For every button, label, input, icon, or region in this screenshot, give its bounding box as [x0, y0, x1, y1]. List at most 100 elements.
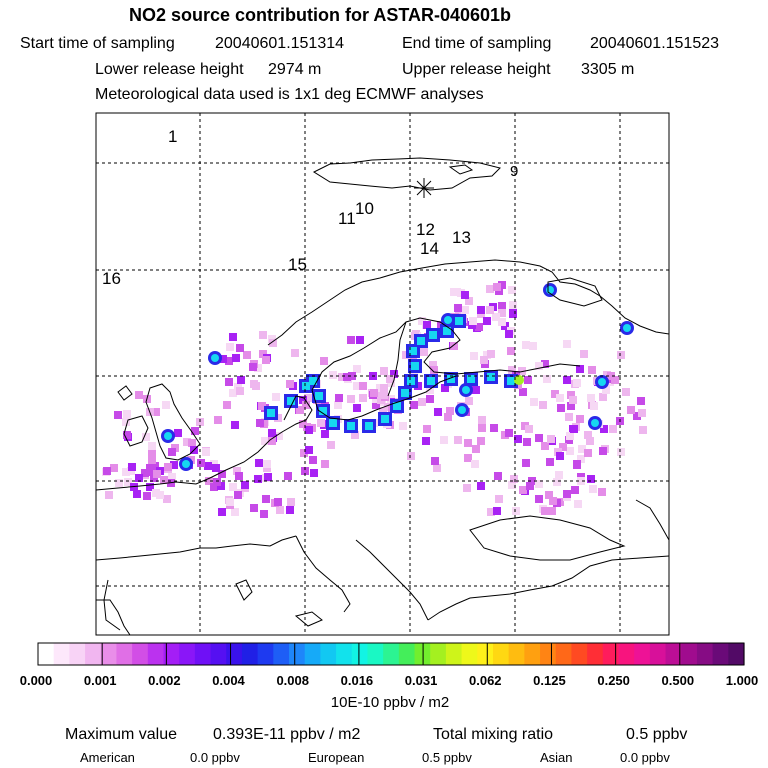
contribution-cell — [590, 402, 598, 410]
contribution-cell — [548, 507, 556, 515]
colorbar-swatch — [602, 643, 620, 665]
contribution-cell — [315, 392, 323, 400]
contribution-cell — [135, 474, 143, 482]
contribution-cell — [433, 464, 441, 472]
contribution-cell — [141, 469, 149, 477]
colorbar-swatch — [367, 643, 384, 665]
contribution-cell — [498, 309, 506, 317]
contribution-cell — [469, 317, 477, 325]
contribution-cell — [519, 388, 527, 396]
contribution-cell — [128, 463, 136, 471]
colorbar-tick-label: 0.031 — [404, 673, 438, 688]
contribution-cell — [370, 389, 378, 397]
contribution-cell — [343, 373, 351, 381]
contribution-cell — [617, 351, 625, 359]
contribution-cell — [218, 508, 226, 516]
contribution-cell — [286, 506, 294, 514]
colorbar-tick-label: 0.000 — [19, 673, 53, 688]
contribution-cell — [319, 407, 327, 415]
colorbar-swatch — [445, 643, 463, 665]
contribution-cell — [310, 469, 318, 477]
contribution-cell — [114, 411, 122, 419]
contribution-cell — [567, 402, 575, 410]
contribution-cell — [299, 396, 307, 404]
contribution-cell — [495, 495, 503, 503]
contribution-cell — [528, 477, 536, 485]
colorbar-unit: 10E-10 ppbv / m2 — [330, 694, 450, 711]
contribution-cell — [627, 406, 635, 414]
contribution-cell — [611, 376, 619, 384]
contribution-cell — [359, 382, 367, 390]
contribution-cell — [386, 375, 394, 383]
contribution-cell — [446, 407, 454, 415]
contribution-cell — [478, 424, 486, 432]
colorbar-swatch — [116, 643, 133, 665]
contribution-cell — [160, 476, 168, 484]
contribution-cell — [249, 363, 257, 371]
contribution-cell — [576, 415, 584, 423]
contribution-cell — [390, 370, 398, 378]
contribution-cell — [525, 425, 533, 433]
contribution-cell — [223, 401, 231, 409]
contribution-cell — [509, 301, 517, 309]
total-mixing-ratio-label: Total mixing ratio — [433, 726, 554, 743]
contribution-cell — [441, 384, 449, 392]
contribution-cell — [229, 483, 237, 491]
contribution-cell — [444, 413, 452, 421]
contribution-cell — [236, 344, 244, 352]
american-label: American — [80, 750, 135, 765]
contribution-cell — [487, 350, 495, 358]
contribution-cell — [305, 426, 313, 434]
contribution-cell — [519, 486, 527, 494]
contribution-cell — [417, 337, 425, 345]
contribution-cell — [188, 439, 196, 447]
contribution-cell — [577, 477, 585, 485]
coastlines — [96, 157, 669, 635]
colorbar-swatch — [179, 643, 196, 665]
map-frame — [95, 112, 670, 636]
contribution-cell — [122, 418, 130, 426]
contribution-spot — [182, 460, 190, 468]
colorbar-swatch — [571, 643, 588, 665]
contribution-cell — [510, 475, 518, 483]
contribution-cell — [512, 507, 520, 515]
asian-value: 0.0 ppbv — [620, 750, 670, 765]
trajectory-label: 13 — [452, 228, 471, 247]
colorbar-swatch — [53, 643, 70, 665]
contribution-cell — [255, 459, 263, 467]
contribution-cell — [348, 372, 356, 380]
contribution-cell — [508, 366, 516, 374]
contribution-cell — [622, 388, 630, 396]
contribution-cell — [453, 288, 461, 296]
contribution-cell — [464, 454, 472, 462]
contribution-cell — [543, 375, 551, 383]
contribution-cell — [535, 495, 543, 503]
contribution-cell — [486, 285, 494, 293]
contribution-cell — [229, 333, 237, 341]
contribution-cell — [401, 389, 409, 397]
contribution-cell — [148, 448, 156, 456]
contribution-spot — [591, 419, 599, 427]
contribution-cell — [236, 387, 244, 395]
contribution-cell — [252, 382, 260, 390]
contribution-cell — [347, 395, 355, 403]
contribution-cell — [356, 336, 364, 344]
contribution-cell — [556, 394, 564, 402]
contribution-cell — [478, 416, 486, 424]
contribution-cell — [124, 478, 132, 486]
colorbar-tick-label: 0.002 — [148, 673, 181, 688]
contribution-cell — [267, 409, 275, 417]
contribution-cell — [320, 357, 328, 365]
contribution-cell — [418, 398, 426, 406]
contribution-cell — [557, 404, 565, 412]
contribution-cell — [589, 485, 597, 493]
contribution-cell — [602, 386, 610, 394]
lower-height-value: 2974 m — [268, 61, 322, 78]
contribution-cell — [301, 467, 309, 475]
colorbar-swatch — [163, 643, 180, 665]
contribution-cell — [545, 491, 553, 499]
contribution-cell — [505, 429, 513, 437]
contribution-cell — [163, 495, 171, 503]
contribution-cell — [146, 483, 154, 491]
contribution-cell — [472, 445, 480, 453]
